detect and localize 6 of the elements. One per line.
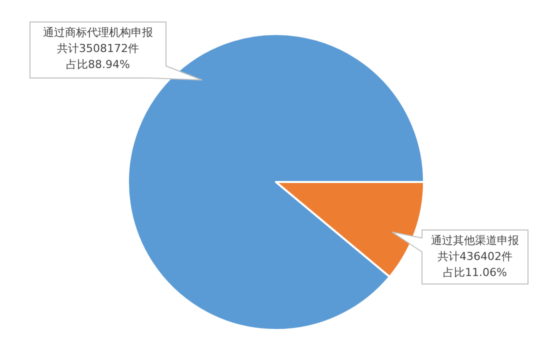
text: 共计3508172件 — [57, 42, 139, 55]
slice-label: 通过其他渠道申报 — [431, 234, 519, 247]
slice-label: 通过商标代理机构申报 — [43, 26, 153, 39]
text: 共计436402件 — [438, 250, 512, 263]
text: 占比88.94% — [66, 58, 130, 71]
text: 占比11.06% — [443, 266, 507, 279]
